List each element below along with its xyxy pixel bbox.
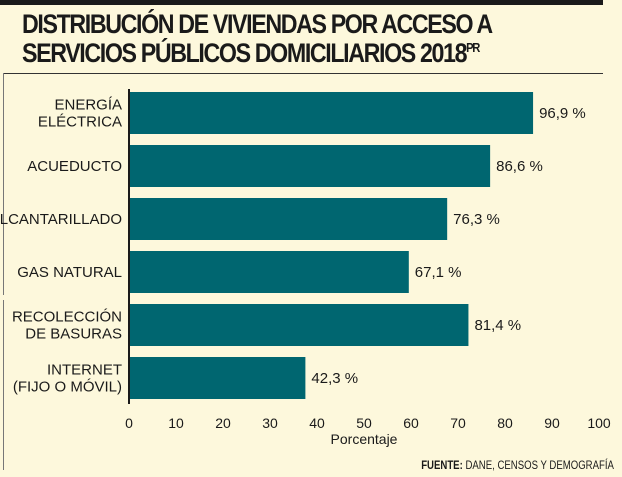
bar xyxy=(129,251,409,293)
category-label: ACUEDUCTO xyxy=(27,158,122,175)
source-note: FUENTE: DANE, CENSOS Y DEMOGRAFÍA xyxy=(421,458,614,472)
bar xyxy=(129,92,534,134)
x-tick-label: 50 xyxy=(356,415,372,431)
category-label: ENERGÍA xyxy=(54,97,122,114)
category-label: ALCANTARILLADO xyxy=(0,211,122,228)
category-label: RECOLECCIÓN xyxy=(12,309,122,326)
category-label: GAS NATURAL xyxy=(17,264,122,281)
category-label: INTERNET xyxy=(47,362,122,379)
x-tick-label: 70 xyxy=(450,415,466,431)
data-label: 96,9 % xyxy=(539,105,586,122)
x-tick-label: 20 xyxy=(215,415,231,431)
frame-left-top xyxy=(3,73,4,295)
title-line-1: DISTRIBUCIÓN DE VIVIENDAS POR ACCESO A xyxy=(22,9,493,39)
bar xyxy=(129,304,469,346)
data-label: 42,3 % xyxy=(311,370,358,387)
x-tick-label: 90 xyxy=(544,415,560,431)
x-tick-label: 40 xyxy=(309,415,325,431)
x-tick-label: 30 xyxy=(262,415,278,431)
x-tick-label: 80 xyxy=(497,415,513,431)
chart-title: DISTRIBUCIÓN DE VIVIENDAS POR ACCESO A SE… xyxy=(22,9,493,68)
x-tick-label: 100 xyxy=(587,415,611,431)
bar xyxy=(129,357,306,399)
data-label: 81,4 % xyxy=(474,317,521,334)
category-label: ELÉCTRICA xyxy=(38,114,122,131)
data-label: 76,3 % xyxy=(453,211,500,228)
x-tick-label: 0 xyxy=(125,415,133,431)
bar xyxy=(129,145,491,187)
source-label: FUENTE: xyxy=(421,458,463,472)
title-line-2: SERVICIOS PÚBLICOS DOMICILIARIOS 2018 xyxy=(22,38,468,68)
category-label: DE BASURAS xyxy=(25,326,122,343)
x-axis-label: Porcentaje xyxy=(331,431,398,447)
bar xyxy=(129,198,448,240)
frame-left-bottom xyxy=(3,300,4,470)
x-tick-label: 10 xyxy=(168,415,184,431)
x-tick-label: 60 xyxy=(403,415,419,431)
source-text: DANE, CENSOS Y DEMOGRAFÍA xyxy=(462,458,614,472)
top-rule xyxy=(0,0,603,5)
data-label: 86,6 % xyxy=(496,158,543,175)
title-superscript: PR xyxy=(466,40,480,55)
data-label: 67,1 % xyxy=(415,264,462,281)
title-divider xyxy=(3,73,603,74)
category-label: (FIJO O MÓVIL) xyxy=(13,379,122,396)
